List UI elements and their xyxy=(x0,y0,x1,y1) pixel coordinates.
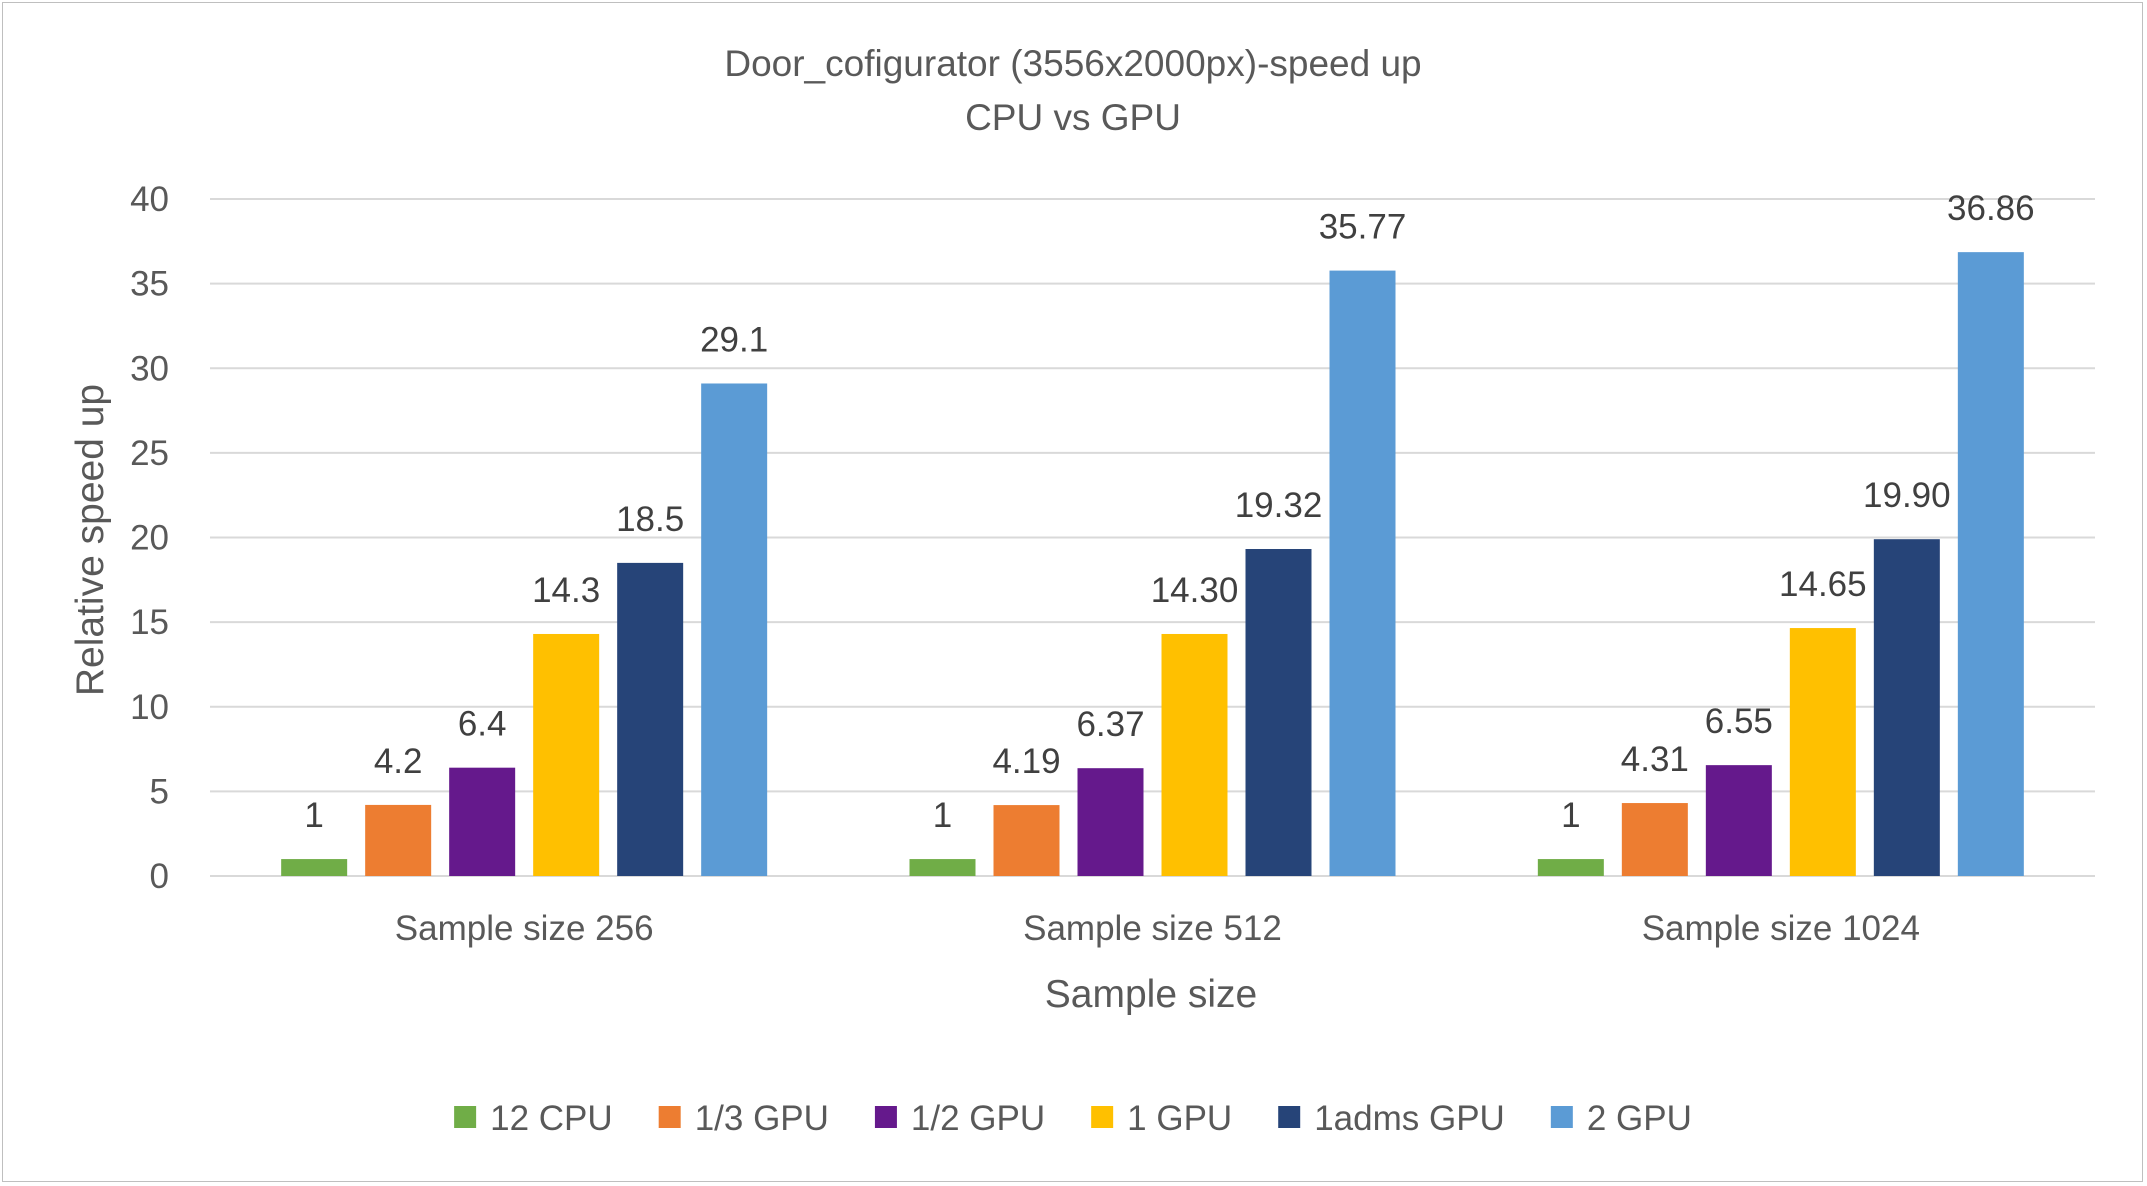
data-label: 14.30 xyxy=(1151,571,1239,610)
chart-subtitle: CPU vs GPU xyxy=(965,97,1181,138)
data-label: 4.19 xyxy=(992,742,1060,781)
bar xyxy=(1705,765,1772,876)
data-label: 14.65 xyxy=(1779,565,1867,604)
y-tick-label: 5 xyxy=(150,772,169,811)
y-tick-label: 35 xyxy=(130,265,169,304)
y-tick-label: 40 xyxy=(130,180,169,219)
legend-label: 1 GPU xyxy=(1127,1099,1232,1138)
data-label: 4.31 xyxy=(1621,740,1689,779)
bar xyxy=(617,562,684,876)
bar xyxy=(449,767,516,876)
y-axis-ticks: 0 5 10 15 20 25 30 35 40 xyxy=(130,180,169,896)
bar xyxy=(1537,859,1604,876)
data-label: 1 xyxy=(304,796,323,835)
legend-label: 1adms GPU xyxy=(1314,1099,1505,1138)
x-category-label: Sample size 256 xyxy=(395,909,654,948)
y-tick-label: 25 xyxy=(130,434,169,473)
x-axis-categories: Sample size 256 Sample size 512 Sample siz… xyxy=(395,909,1920,948)
data-label: 6.37 xyxy=(1076,705,1144,744)
data-label: 19.32 xyxy=(1235,486,1323,525)
bar xyxy=(1077,768,1144,876)
data-labels: 1 4.2 6.4 14.3 18.5 29.1 1 4.19 6.37 14.30 19.32 35… xyxy=(304,189,2034,835)
x-category-label: Sample size 512 xyxy=(1023,909,1282,948)
bar xyxy=(993,805,1060,876)
bar-series xyxy=(281,252,2024,876)
y-tick-label: 10 xyxy=(130,688,169,727)
y-tick-label: 30 xyxy=(130,349,169,388)
bar xyxy=(1329,270,1396,876)
data-label: 1 xyxy=(1561,796,1580,835)
data-label: 6.55 xyxy=(1705,702,1773,741)
legend-swatch xyxy=(1550,1106,1573,1128)
bar xyxy=(533,633,600,876)
legend-swatch xyxy=(658,1106,681,1128)
bar xyxy=(1621,803,1688,876)
bar xyxy=(1957,252,2024,876)
y-tick-label: 0 xyxy=(150,857,169,896)
bar xyxy=(701,383,768,876)
legend-label: 12 CPU xyxy=(490,1099,613,1138)
data-label: 19.90 xyxy=(1863,476,1951,515)
y-axis-title: Relative speed up xyxy=(69,384,112,696)
legend-label: 1/2 GPU xyxy=(911,1099,1045,1138)
chart-title: Door_cofigurator (3556x2000px)-speed up xyxy=(724,43,1421,84)
data-label: 6.4 xyxy=(458,705,507,744)
gridlines xyxy=(210,198,2095,877)
bar xyxy=(909,859,976,876)
bar xyxy=(365,804,432,876)
data-label: 29.1 xyxy=(700,320,768,359)
data-label: 35.77 xyxy=(1319,208,1407,247)
bar xyxy=(281,859,348,876)
legend-label: 2 GPU xyxy=(1587,1099,1692,1138)
data-label: 4.2 xyxy=(374,742,423,781)
data-label: 14.3 xyxy=(532,571,600,610)
bar xyxy=(1161,633,1228,876)
legend-swatch xyxy=(454,1106,477,1128)
bar xyxy=(1245,549,1312,876)
data-label: 36.86 xyxy=(1947,189,2035,228)
y-tick-label: 20 xyxy=(130,519,169,558)
legend-label: 1/3 GPU xyxy=(695,1099,829,1138)
data-label: 18.5 xyxy=(616,500,684,539)
data-label: 1 xyxy=(933,796,952,835)
x-axis-title: Sample size xyxy=(1045,973,1257,1016)
legend-swatch xyxy=(874,1106,897,1128)
legend-swatch xyxy=(1278,1106,1301,1128)
legend: 12 CPU 1/3 GPU 1/2 GPU 1 GPU 1adms GPU 2 GPU xyxy=(454,1099,1692,1138)
bar xyxy=(1789,628,1856,876)
legend-swatch xyxy=(1091,1106,1114,1128)
bar xyxy=(1873,539,1940,876)
x-category-label: Sample size 1024 xyxy=(1642,909,1920,948)
y-tick-label: 15 xyxy=(130,603,169,642)
